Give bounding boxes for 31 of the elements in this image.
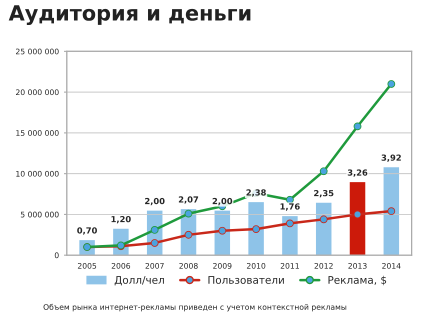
data-label: 2,00 (145, 198, 165, 206)
point (184, 210, 192, 218)
point (320, 167, 328, 176)
point (387, 207, 396, 216)
bar (314, 201, 333, 256)
data-label: 2,35 (314, 190, 334, 198)
data-label: 2,00 (212, 198, 232, 206)
legend-label: Реклама, $ (328, 276, 386, 286)
point (150, 239, 159, 247)
data-label: 1,76 (280, 203, 300, 211)
legend-label: Пользователи (208, 276, 284, 284)
bar (213, 209, 232, 256)
point (252, 225, 260, 233)
data-label: 1,20 (112, 216, 131, 224)
point (286, 220, 294, 228)
point (354, 122, 362, 130)
legend-label: Долл/чел (114, 276, 164, 286)
point (354, 210, 362, 218)
bar (382, 166, 400, 256)
bar (348, 180, 367, 256)
point (320, 215, 328, 224)
point (184, 230, 192, 239)
chart-title: Аудитория и деньги (8, 5, 250, 25)
point (387, 80, 396, 88)
point (218, 226, 226, 235)
data-label: 2,07 (178, 196, 198, 204)
data-label: 0,70 (77, 227, 97, 235)
data-label: 3,92 (382, 154, 401, 162)
point (150, 226, 159, 234)
bar (246, 200, 266, 256)
data-label: 3,26 (348, 169, 368, 177)
